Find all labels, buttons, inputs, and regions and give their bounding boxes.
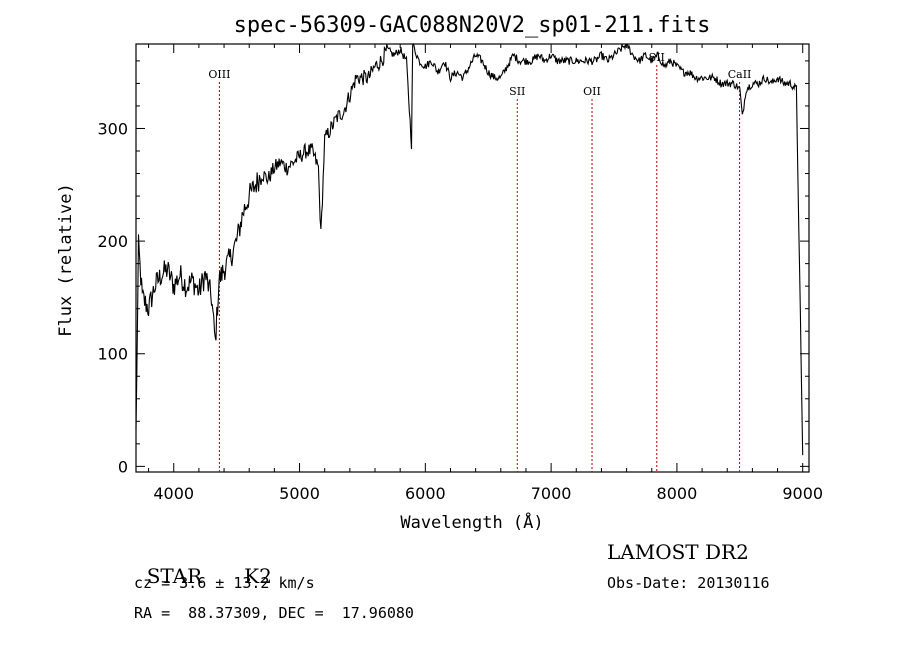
y-tick-label: 300 <box>97 119 128 138</box>
spectral-line-label: OIII <box>208 68 230 81</box>
x-tick-label: 6000 <box>405 484 446 503</box>
class-label: STAR <box>146 564 203 588</box>
spectral-line-label: OII <box>583 85 601 98</box>
redshift-text: cz = 3.6 ± 13.2 km/s <box>134 574 315 592</box>
chart-title: spec-56309-GAC088N20V2_sp01-211.fits <box>234 13 711 38</box>
y-tick-label: 0 <box>118 457 128 476</box>
y-tick-label: 200 <box>97 232 128 251</box>
x-tick-label: 4000 <box>153 484 194 503</box>
x-tick-label: 8000 <box>657 484 698 503</box>
x-axis-label: Wavelength (Å) <box>400 511 543 533</box>
x-tick-label: 5000 <box>279 484 320 503</box>
y-axis-label: Flux (relative) <box>56 183 76 337</box>
spectral-line-label: CaII <box>728 68 752 81</box>
subclass-label: K2 <box>244 564 272 588</box>
y-tick-label: 100 <box>97 345 128 364</box>
x-tick-label: 9000 <box>782 484 823 503</box>
survey-label: LAMOST DR2 <box>607 540 749 564</box>
spectrum-chart: spec-56309-GAC088N20V2_sp01-211.fits 400… <box>56 13 823 533</box>
spectrum-series-line <box>135 43 804 456</box>
coordinates-text: RA = 88.37309, DEC = 17.96080 <box>134 604 414 622</box>
plot-frame <box>135 43 810 473</box>
axis-ticks: 4000 5000 6000 7000 8000 9000 0 100 200 300 <box>97 44 823 503</box>
spectral-line-label: SII <box>509 85 525 98</box>
object-class: STAR K2 <box>134 540 272 588</box>
x-tick-label: 7000 <box>531 484 572 503</box>
obs-date-text: Obs-Date: 20130116 <box>607 574 770 592</box>
